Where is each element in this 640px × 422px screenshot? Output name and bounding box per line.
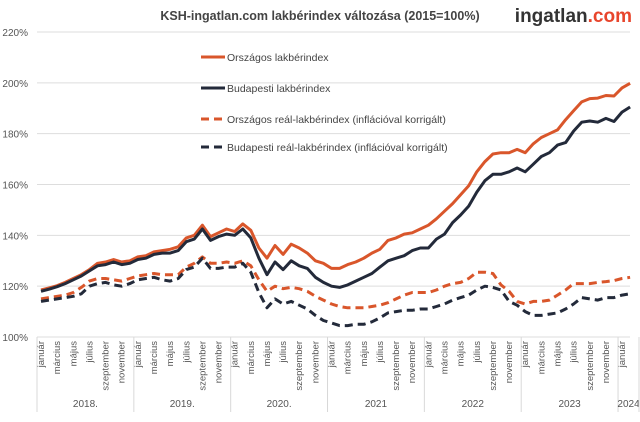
logo-name: ingatlan [515, 6, 588, 27]
x-month-label: július [472, 341, 483, 364]
x-month-label: szeptember [294, 341, 305, 391]
x-month-label: január [520, 341, 531, 368]
x-axis: január március május július szeptember novemb… [36, 337, 640, 412]
logo-suffix: .com [588, 6, 632, 27]
x-month-label: március [536, 341, 547, 375]
y-tick-label: 200% [2, 79, 28, 90]
x-year-label: 2024 [617, 399, 640, 410]
x-month-label: november [310, 341, 321, 383]
series-line-1 [40, 105, 631, 293]
x-month-label: július [375, 341, 386, 364]
x-month-label: március [343, 341, 354, 375]
ingatlan-logo: ingatlan.com [515, 6, 632, 27]
x-month-label: március [246, 341, 257, 375]
y-axis-ticks: 100% 120% 140% 160% 180% 200% 220% [2, 28, 28, 344]
x-year-label: 2018. [73, 399, 98, 410]
x-month-label: szeptember [391, 341, 402, 391]
y-tick-label: 180% [2, 130, 28, 141]
x-month-label: május [262, 341, 273, 367]
series-lines [40, 81, 631, 328]
legend-label: Országos lakbérindex [227, 52, 329, 64]
y-tick-label: 100% [2, 333, 28, 344]
legend-label: Budapesti lakbérindex [227, 83, 331, 95]
x-month-label: július [181, 341, 192, 364]
series-line-3 [40, 256, 631, 328]
series-line-0 [40, 81, 631, 292]
x-month-label: november [407, 341, 418, 383]
x-month-label: május [552, 341, 563, 367]
x-month-label: május [68, 341, 79, 367]
x-month-label: november [117, 341, 128, 383]
x-month-label: március [440, 341, 451, 375]
x-month-label: január [423, 341, 434, 368]
legend-label: Budapesti reál-lakbérindex (inflációval … [227, 142, 448, 154]
x-month-label: november [601, 341, 612, 383]
x-month-label: január [133, 341, 144, 368]
y-tick-label: 160% [2, 181, 28, 192]
x-year-label: 2022 [462, 399, 485, 410]
x-year-label: 2023 [558, 399, 581, 410]
y-tick-label: 140% [2, 231, 28, 242]
x-month-label: szeptember [197, 341, 208, 391]
series-line-2 [40, 255, 631, 310]
legend: Országos lakbérindex Budapesti lakbérinde… [201, 52, 448, 154]
y-tick-label: 220% [2, 28, 28, 39]
x-month-label: november [504, 341, 515, 383]
svg-text:ingatlan.com: ingatlan.com [515, 6, 632, 27]
x-month-label: május [165, 341, 176, 367]
x-year-label: 2021 [365, 399, 388, 410]
x-month-label: január [617, 341, 628, 368]
legend-label: Országos reál-lakbérindex (inflációval k… [227, 114, 446, 126]
x-month-label: május [359, 341, 370, 367]
x-month-label: szeptember [488, 341, 499, 391]
x-month-label: január [36, 341, 47, 368]
chart-title: KSH-ingatlan.com lakbérindex változása (… [160, 9, 479, 23]
x-month-label: szeptember [585, 341, 596, 391]
x-month-label: július [84, 341, 95, 364]
x-month-label: március [52, 341, 63, 375]
x-month-label: július [569, 341, 580, 364]
x-month-label: november [214, 341, 225, 383]
x-month-label: május [456, 341, 467, 367]
x-year-label: 2019. [170, 399, 195, 410]
x-month-label: március [149, 341, 160, 375]
gridlines [37, 31, 630, 338]
x-month-label: január [230, 341, 241, 368]
y-tick-label: 120% [2, 282, 28, 293]
x-month-label: szeptember [101, 341, 112, 391]
x-year-label: 2020. [267, 399, 292, 410]
x-month-label: január [327, 341, 338, 368]
x-month-label: július [278, 341, 289, 364]
